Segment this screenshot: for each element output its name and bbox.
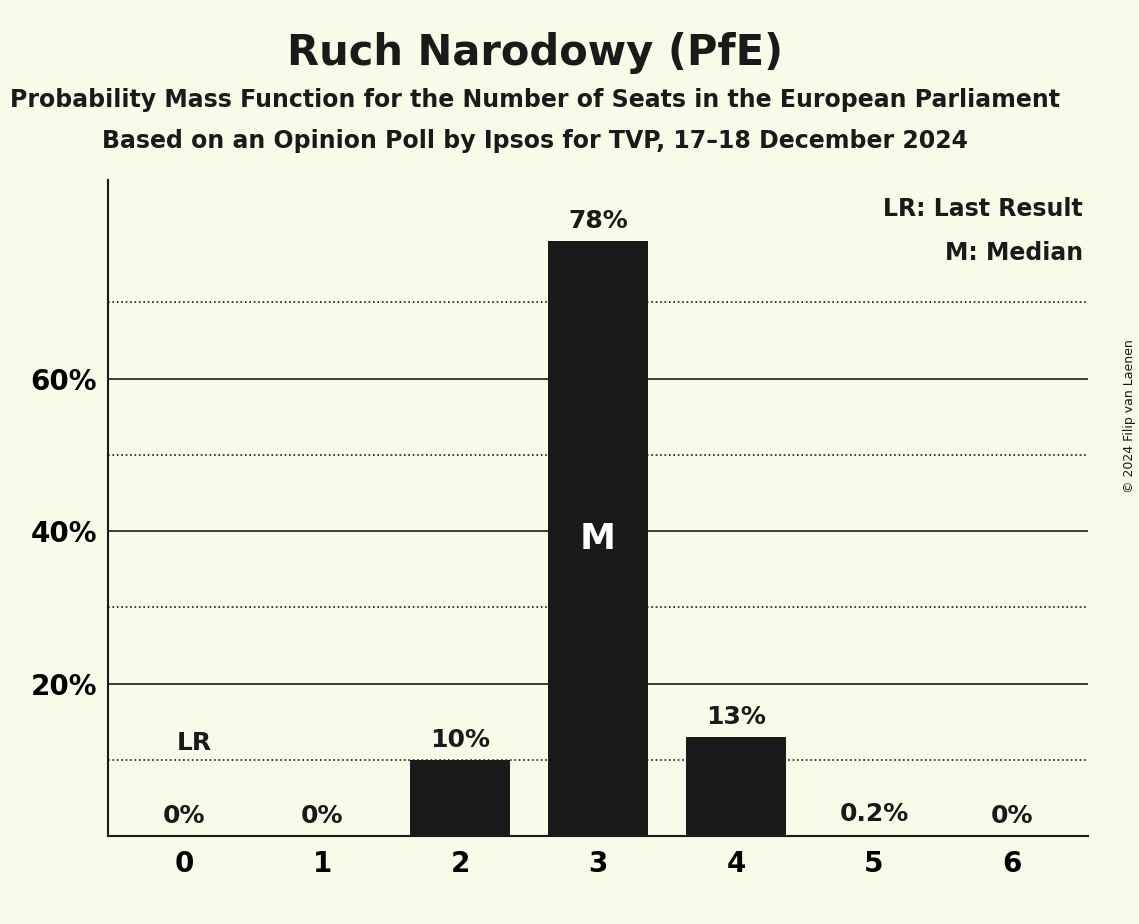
Text: 0.2%: 0.2% bbox=[839, 802, 909, 826]
Text: 13%: 13% bbox=[706, 705, 765, 729]
Bar bbox=[410, 760, 509, 836]
Bar bbox=[825, 834, 924, 836]
Text: 0%: 0% bbox=[991, 804, 1033, 828]
Text: LR: LR bbox=[178, 732, 212, 755]
Text: 78%: 78% bbox=[568, 209, 628, 233]
Text: Based on an Opinion Poll by Ipsos for TVP, 17–18 December 2024: Based on an Opinion Poll by Ipsos for TV… bbox=[103, 129, 968, 153]
Text: © 2024 Filip van Laenen: © 2024 Filip van Laenen bbox=[1123, 339, 1137, 492]
Text: 0%: 0% bbox=[163, 804, 205, 828]
Text: LR: Last Result: LR: Last Result bbox=[883, 197, 1083, 221]
Text: 10%: 10% bbox=[431, 727, 490, 751]
Text: Probability Mass Function for the Number of Seats in the European Parliament: Probability Mass Function for the Number… bbox=[10, 88, 1060, 112]
Bar bbox=[687, 737, 786, 836]
Text: 0%: 0% bbox=[301, 804, 343, 828]
Text: M: M bbox=[580, 522, 616, 555]
Text: M: Median: M: Median bbox=[944, 240, 1083, 264]
Text: Ruch Narodowy (PfE): Ruch Narodowy (PfE) bbox=[287, 32, 784, 74]
Bar bbox=[548, 241, 648, 836]
